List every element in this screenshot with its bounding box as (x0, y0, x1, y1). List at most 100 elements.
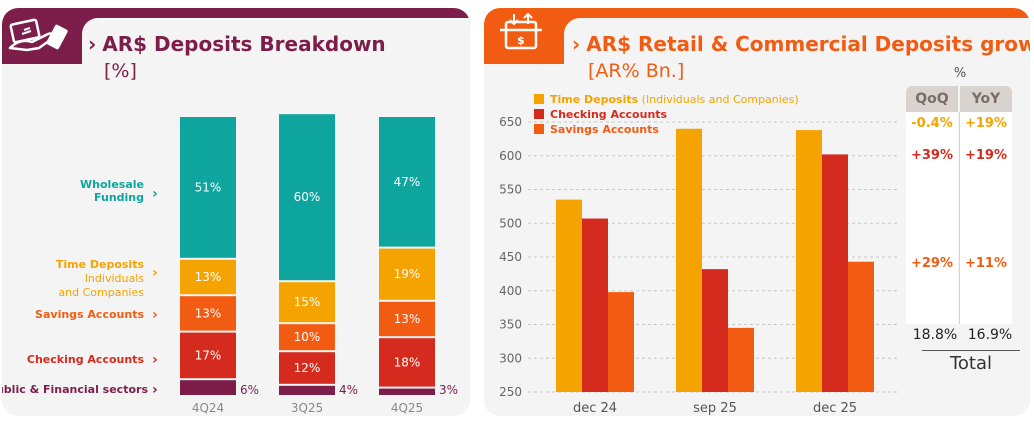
bar-time-deposits-dec-25 (796, 130, 822, 392)
x-tick-label: dec 25 (813, 401, 857, 416)
y-tick-label: 500 (499, 216, 522, 230)
left-header-title-area (82, 18, 470, 64)
label-wholesale-line1: Wholesale (80, 178, 144, 191)
y-tick-label: 400 (499, 284, 522, 298)
value-label: 6% (240, 383, 259, 397)
chevron-right-icon: › (88, 32, 97, 56)
legend-checking: Checking Accounts (550, 108, 668, 121)
label-time-deposits: Time Deposits (56, 258, 145, 271)
right-chart-subtitle: [AR% Bn.] (588, 60, 685, 82)
value-label: 18% (394, 355, 421, 369)
bar-segment-time-deposits-individuals-and-companies-3q25 (279, 282, 335, 323)
bar-segment-checking-accounts-4q25 (379, 338, 435, 387)
y-tick-label: 450 (499, 250, 522, 264)
yoy-checking: +19% (964, 148, 1007, 163)
bar-segment-wholesale-funding-4q24 (180, 117, 236, 258)
svg-text:$: $ (517, 34, 525, 47)
total-yoy: 16.9% (967, 327, 1013, 343)
bar-checking-accounts-dec-24 (582, 218, 608, 392)
value-label: 13% (195, 306, 222, 320)
y-tick-label: 250 (499, 385, 522, 399)
yoy-time: +19% (964, 116, 1007, 131)
deposits-growth-panel: $ › AR$ Retail & Commercial Deposits grow… (484, 8, 1030, 416)
qoq-column (906, 112, 958, 324)
y-tick-label: 350 (499, 318, 522, 332)
left-title-text: AR$ Deposits Breakdown (102, 32, 386, 56)
value-label: 12% (294, 361, 321, 375)
right-header-title-area (564, 18, 1030, 64)
bar-segment-savings-accounts-3q25 (279, 324, 335, 351)
bar-checking-accounts-dec-25 (822, 154, 848, 392)
y-tick-label: 650 (499, 115, 522, 129)
value-label: 19% (394, 267, 421, 281)
legend-swatch-savings (534, 124, 544, 134)
chevron-right-icon: › (152, 186, 158, 202)
deposits-breakdown-panel: › AR$ Deposits Breakdown [%] Wholesale Fu… (2, 8, 470, 416)
label-savings: Savings Accounts (35, 308, 144, 321)
value-label: 10% (294, 330, 321, 344)
chevron-right-icon: › (572, 32, 581, 56)
bar-time-deposits-sep-25 (676, 128, 702, 392)
value-label: 13% (394, 312, 421, 326)
legend-swatch-checking (534, 109, 544, 119)
bar-segment-checking-accounts-4q24 (180, 332, 236, 379)
bar-segment-wholesale-funding-3q25 (279, 114, 335, 281)
yoy-column (960, 112, 1012, 324)
label-public: Public & Financial sectors (2, 383, 148, 396)
legend-time-label: Time Deposits (550, 93, 639, 106)
y-tick-label: 300 (499, 351, 522, 365)
qoq-checking: +39% (910, 148, 953, 163)
value-label: 60% (294, 190, 321, 204)
yoy-savings: +11% (964, 256, 1007, 271)
qoq-savings: +29% (910, 256, 953, 271)
total-label: Total (949, 353, 993, 374)
chevron-right-icon: › (152, 265, 158, 281)
value-label: 4% (339, 383, 358, 397)
bar-savings-accounts-dec-25 (848, 261, 874, 392)
value-label: 51% (195, 180, 222, 194)
value-label: 15% (294, 295, 321, 309)
qoq-time: -0.4% (911, 116, 953, 131)
bar-segment-public-financial-sectors-3q25 (279, 385, 335, 395)
value-label: 47% (394, 175, 421, 189)
y-tick-label: 550 (499, 183, 522, 197)
total-divider (922, 350, 1020, 351)
value-label: 17% (195, 348, 222, 362)
y-tick-label: 600 (499, 149, 522, 163)
right-chart-title: › AR$ Retail & Commercial Deposits growth (572, 32, 1030, 56)
header-yoy: YoY (960, 86, 1012, 112)
chevron-right-icon: › (152, 307, 158, 323)
grouped-bar-chart: 250 300 350 400 450 500 550 600 650 Time Deposit… (499, 93, 900, 416)
x-tick-label: 3Q25 (291, 401, 323, 415)
legend-swatch-time (534, 94, 544, 104)
chevron-right-icon: › (152, 382, 158, 398)
stacked-bar-chart: Wholesale Funding Time Deposits Individu… (2, 114, 458, 415)
legend-time: Time Deposits (Individuals and Companies… (550, 93, 799, 106)
x-tick-label: 4Q24 (192, 401, 224, 415)
bar-segment-savings-accounts-4q25 (379, 301, 435, 337)
label-time-sub2: and Companies (58, 286, 144, 299)
bar-segment-time-deposits-individuals-and-companies-4q24 (180, 259, 236, 295)
legend-savings: Savings Accounts (550, 123, 659, 136)
x-tick-label: 4Q25 (391, 401, 423, 415)
value-label: 13% (195, 270, 222, 284)
x-tick-label: sep 25 (693, 401, 737, 416)
x-tick-label: dec 24 (573, 401, 617, 416)
label-time-sub1: Individuals (85, 272, 145, 285)
column-divider (959, 112, 960, 324)
hand-money-icon (2, 8, 82, 64)
bar-segment-wholesale-funding-4q25 (379, 117, 435, 247)
bar-segment-savings-accounts-4q24 (180, 296, 236, 331)
header-qoq: QoQ (906, 86, 958, 112)
bar-segment-checking-accounts-3q25 (279, 352, 335, 384)
value-label: 3% (439, 383, 458, 397)
label-checking: Checking Accounts (27, 353, 145, 366)
bar-checking-accounts-sep-25 (702, 269, 728, 392)
bar-savings-accounts-dec-24 (608, 292, 634, 392)
left-chart-title: › AR$ Deposits Breakdown (88, 32, 386, 56)
table-unit: % (953, 66, 967, 81)
chevron-right-icon: › (152, 352, 158, 368)
deposit-box-icon: $ (484, 8, 564, 64)
right-title-text: AR$ Retail & Commercial Deposits growth (586, 32, 1030, 56)
total-qoq: 18.8% (912, 327, 958, 343)
